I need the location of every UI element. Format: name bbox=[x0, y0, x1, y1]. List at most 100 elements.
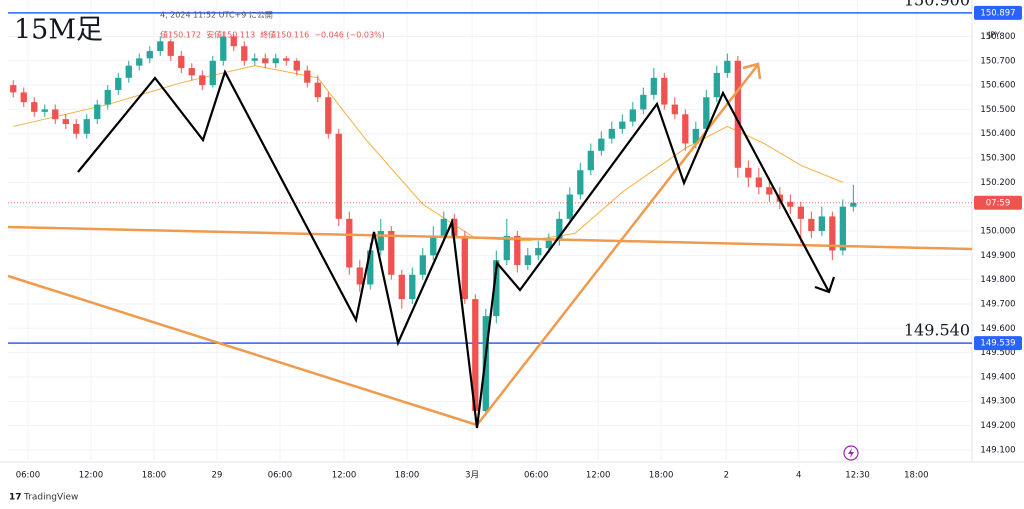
quote: 値150.172 安値150.113 終値150.116 −0.046 (−0.03%… bbox=[160, 30, 385, 40]
candle-body bbox=[31, 102, 38, 112]
y-tick-label: 149.500 bbox=[980, 348, 1015, 358]
chart-title: 15M足 bbox=[14, 15, 103, 46]
y-tick-label: 149.700 bbox=[980, 299, 1015, 309]
y-tick-label: 149.600 bbox=[980, 324, 1015, 334]
candle-body bbox=[629, 109, 636, 122]
candle-body bbox=[598, 138, 605, 151]
candle-body bbox=[52, 109, 59, 120]
candle-body bbox=[493, 260, 500, 317]
candle-body bbox=[94, 104, 101, 120]
candle-body bbox=[577, 170, 584, 195]
y-tick-label: 149.200 bbox=[980, 421, 1015, 431]
candle-body bbox=[157, 41, 164, 52]
x-tick-label: 18:00 bbox=[904, 471, 929, 481]
x-tick-label: 06:00 bbox=[16, 471, 41, 481]
y-tick-label: 150.200 bbox=[980, 178, 1015, 188]
published: 4, 2024 11:52 UTC+9 に公開 bbox=[160, 11, 273, 20]
drawings bbox=[7, 62, 973, 429]
candle-body bbox=[766, 187, 773, 195]
candle-body bbox=[262, 58, 269, 64]
last-price-box bbox=[974, 195, 1022, 210]
candle-body bbox=[272, 58, 279, 64]
candle-body bbox=[808, 218, 815, 231]
candle-body bbox=[388, 231, 395, 275]
level-price-label: 149.539 bbox=[980, 339, 1015, 349]
level-price-box bbox=[974, 5, 1022, 20]
candle-body bbox=[724, 60, 731, 73]
candle-body bbox=[430, 235, 437, 256]
candle-body bbox=[377, 231, 384, 251]
arrow-head bbox=[814, 276, 836, 294]
x-tick-label: 3月 bbox=[465, 471, 479, 481]
x-tick-label: 12:30 bbox=[845, 471, 870, 481]
candle-body bbox=[251, 58, 258, 61]
candle-body bbox=[503, 235, 510, 261]
level-annotation: 150.900 bbox=[904, 0, 970, 9]
candle-body bbox=[356, 267, 363, 285]
y-tick-label: 149.900 bbox=[980, 251, 1015, 261]
candle-body bbox=[587, 150, 594, 171]
candle-body bbox=[556, 218, 563, 241]
candle-body bbox=[325, 97, 332, 134]
candle-body bbox=[167, 41, 174, 56]
candle-body bbox=[125, 65, 132, 78]
grid bbox=[8, 0, 972, 462]
countdown: 07:59 bbox=[986, 198, 1011, 208]
candle-body bbox=[73, 124, 80, 134]
x-tick-label: 12:00 bbox=[332, 471, 357, 481]
candle-body bbox=[661, 77, 668, 105]
candle-body bbox=[10, 85, 17, 93]
y-tick-label: 150.600 bbox=[980, 81, 1015, 91]
brand-logo: 17 bbox=[9, 493, 22, 503]
y-tick-label: 150.300 bbox=[980, 154, 1015, 164]
candle-body bbox=[104, 89, 111, 105]
candle-body bbox=[178, 55, 185, 69]
x-tick-label: 06:00 bbox=[524, 471, 549, 481]
x-tick-label: 12:00 bbox=[79, 471, 104, 481]
arrow-head bbox=[742, 62, 762, 80]
candle-body bbox=[818, 216, 825, 231]
quote-item: −0.046 (−0.03%) bbox=[314, 31, 385, 40]
candle-body bbox=[745, 167, 752, 178]
candle-body bbox=[398, 274, 405, 300]
candle-body bbox=[283, 58, 290, 61]
trend-line bbox=[7, 225, 973, 251]
candle-body bbox=[136, 58, 143, 66]
candle-body bbox=[755, 177, 762, 188]
quote-item: 安値150.113 bbox=[206, 30, 255, 40]
candle-body bbox=[83, 119, 90, 134]
candle-body bbox=[409, 274, 416, 300]
candle-body bbox=[797, 206, 804, 219]
candle-body bbox=[346, 218, 353, 268]
alert-icon[interactable] bbox=[843, 445, 859, 461]
candle-body bbox=[734, 60, 741, 168]
candle-body bbox=[41, 109, 48, 112]
x-tick-label: 29 bbox=[212, 471, 223, 481]
candle-body bbox=[188, 68, 195, 76]
candle-body bbox=[692, 128, 699, 144]
y-tick-label: 150.000 bbox=[980, 227, 1015, 237]
level-annotation: 149.540 bbox=[904, 321, 970, 340]
x-tick-label: 2 bbox=[724, 471, 729, 481]
x-tick-label: 18:00 bbox=[649, 471, 674, 481]
candle-body bbox=[839, 206, 846, 251]
candle-body bbox=[472, 299, 479, 411]
y-tick-label: 150.700 bbox=[980, 56, 1015, 66]
candle-body bbox=[241, 46, 248, 61]
candle-body bbox=[62, 119, 69, 125]
candle-body bbox=[335, 133, 342, 219]
x-tick-label: 06:00 bbox=[268, 471, 293, 481]
candle-body bbox=[671, 104, 678, 115]
candle-body bbox=[608, 128, 615, 139]
x-tick-label: 18:00 bbox=[395, 471, 420, 481]
candle-body bbox=[703, 97, 710, 129]
candle-body bbox=[314, 82, 321, 98]
quote-item: 終値150.116 bbox=[260, 30, 309, 40]
candle-body bbox=[650, 77, 657, 95]
quote-item: 値150.172 bbox=[160, 30, 201, 40]
price-axis: 149.100 149.200 149.300 149.400 149.500 149.6… bbox=[974, 5, 1022, 455]
currency: JPY bbox=[987, 31, 1000, 40]
y-tick-label: 150.500 bbox=[980, 105, 1015, 115]
